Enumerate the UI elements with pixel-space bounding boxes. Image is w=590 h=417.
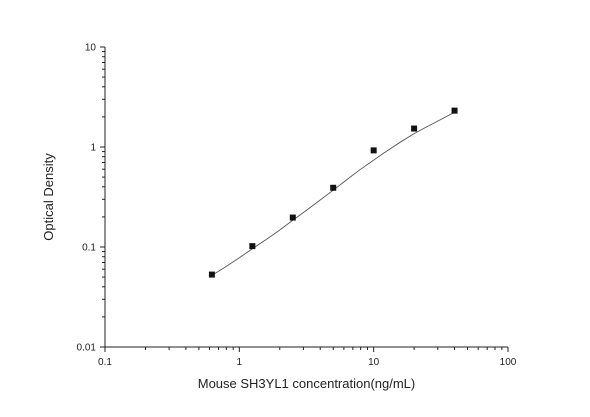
y-axis-title: Optical Density [41, 153, 56, 241]
fit-curve-layer [211, 111, 455, 276]
data-point [370, 147, 377, 154]
data-point [208, 271, 215, 278]
x-axis: 0.1 1 10 100 [98, 346, 517, 368]
y-tick-label: 0.1 [82, 243, 96, 254]
x-tick-label: 0.1 [98, 357, 112, 368]
y-tick-label: 0.01 [77, 343, 97, 354]
y-tick-label: 10 [85, 43, 97, 54]
data-point [411, 125, 418, 132]
x-tick-label: 1 [237, 357, 243, 368]
data-point [330, 184, 337, 191]
data-point [249, 243, 256, 250]
fit-curve-line [211, 111, 455, 276]
y-axis: 0.01 0.1 1 10 [77, 43, 106, 354]
data-point [451, 107, 458, 114]
x-tick-label: 10 [368, 357, 380, 368]
data-point [289, 214, 296, 221]
data-points-layer [208, 107, 458, 278]
x-tick-label: 100 [500, 357, 517, 368]
y-tick-label: 1 [90, 143, 96, 154]
x-axis-title: Mouse SH3YL1 concentration(ng/mL) [198, 376, 416, 391]
